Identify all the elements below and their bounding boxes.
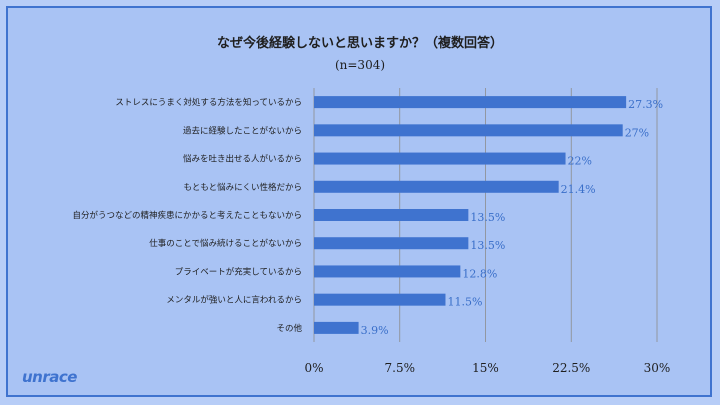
data-label: 11.5% [447, 296, 482, 309]
x-tick-label: 22.5% [552, 361, 590, 375]
bar [314, 321, 359, 334]
category-label: 悩みを吐き出せる人がいるから [183, 154, 302, 165]
category-label: メンタルが強いと人に言われるから [166, 295, 302, 306]
category-label: 仕事のことで悩み続けることがないから [149, 238, 302, 249]
bar [314, 152, 566, 165]
data-label: 12.8% [462, 267, 497, 280]
bar [314, 209, 469, 221]
data-label: 13.5% [470, 239, 505, 252]
chart-title: なぜ今後経験しないと思いますか？（複数回答） [216, 36, 503, 51]
data-label: 13.5% [470, 211, 505, 224]
category-label: ストレスにうまく対処する方法を知っているから [115, 97, 302, 108]
chart-subtitle: (n=304) [334, 58, 386, 72]
category-label: 過去に経験したことがないから [183, 125, 302, 136]
bar [314, 237, 469, 250]
x-tick-label: 7.5% [385, 361, 416, 375]
bar [314, 124, 623, 137]
category-label: 自分がうつなどの精神疾患にかかると考えたこともないから [72, 210, 302, 221]
data-label: 21.4% [561, 183, 596, 196]
data-label: 3.9% [361, 324, 389, 337]
category-label: もともと悩みにくい性格だから [184, 182, 303, 193]
bar [314, 265, 461, 278]
category-label: プライベートが充実しているから [175, 266, 302, 277]
data-label: 27% [625, 126, 649, 139]
bar [314, 180, 559, 193]
data-label: 22% [568, 155, 592, 168]
bar [314, 96, 627, 109]
x-tick-label: 15% [472, 361, 499, 375]
x-tick-label: 0% [304, 361, 323, 375]
data-label: 27.3% [628, 98, 663, 111]
x-tick-label: 30% [644, 361, 671, 375]
bar [314, 293, 446, 306]
chart-frame [6, 6, 712, 397]
brand-logo: unrace [22, 368, 77, 386]
category-label: その他 [276, 323, 302, 334]
